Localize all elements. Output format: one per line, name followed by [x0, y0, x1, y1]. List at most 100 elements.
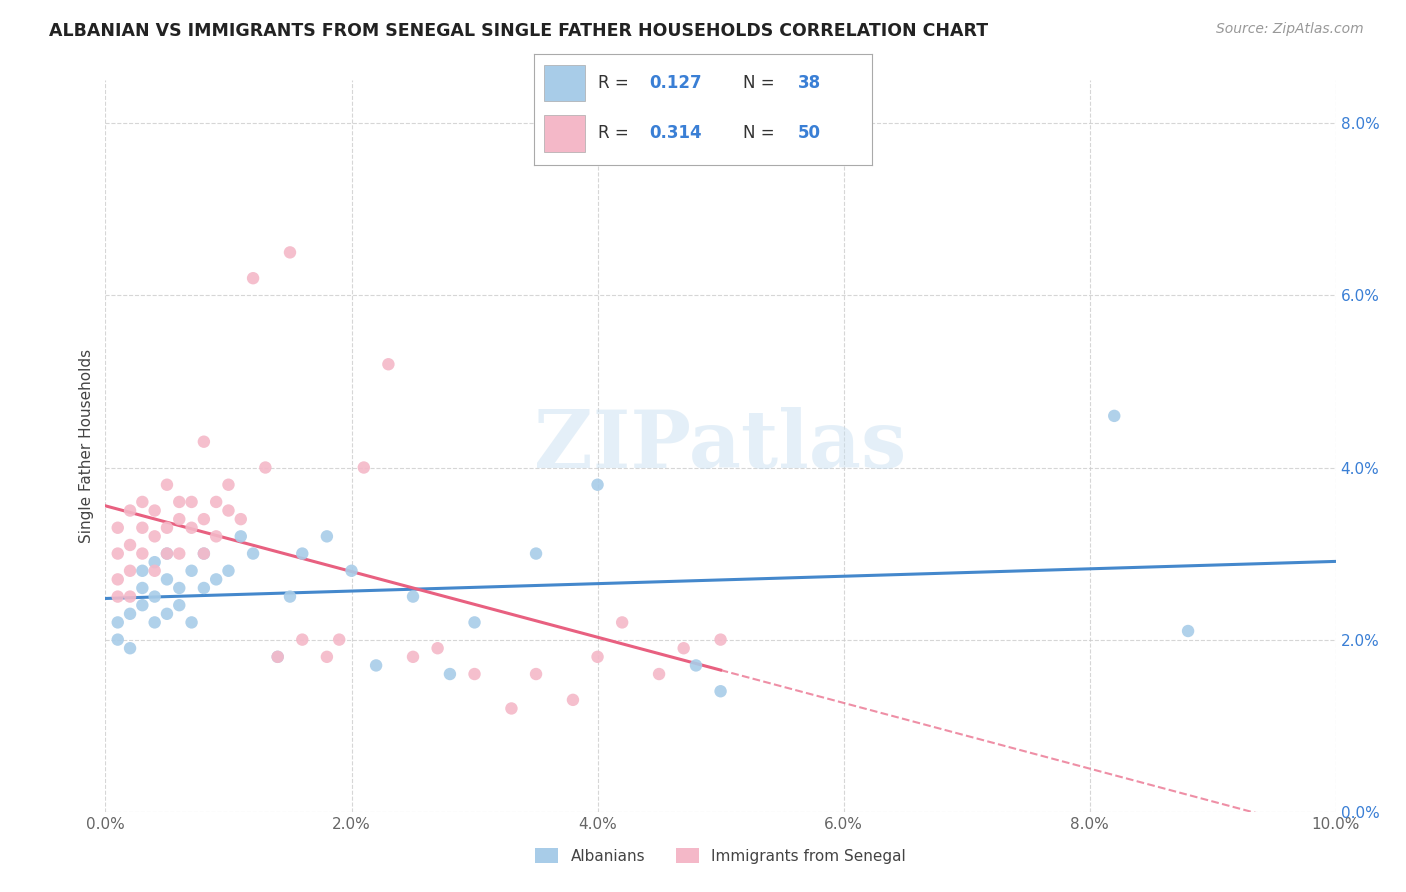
- Point: [107, 615, 129, 630]
- Point: [131, 495, 153, 509]
- Point: [156, 547, 179, 561]
- Point: [278, 245, 301, 260]
- Point: [315, 529, 337, 543]
- Point: [218, 564, 240, 578]
- Point: [218, 477, 240, 491]
- Point: [120, 538, 141, 552]
- Point: [180, 615, 202, 630]
- Bar: [544, 65, 585, 102]
- Point: [1177, 624, 1199, 638]
- Point: [229, 529, 252, 543]
- Point: [156, 607, 179, 621]
- Point: [156, 573, 179, 587]
- Point: [501, 701, 523, 715]
- Point: [107, 632, 129, 647]
- Point: [586, 649, 609, 664]
- Point: [353, 460, 375, 475]
- Text: R =: R =: [599, 74, 628, 92]
- Point: [242, 271, 264, 285]
- Text: ZIPatlas: ZIPatlas: [534, 407, 907, 485]
- Point: [205, 529, 228, 543]
- Point: [278, 590, 301, 604]
- Point: [156, 547, 179, 561]
- Point: [562, 693, 585, 707]
- Point: [524, 547, 547, 561]
- Point: [648, 667, 671, 681]
- Point: [366, 658, 388, 673]
- Point: [439, 667, 461, 681]
- Point: [120, 503, 141, 517]
- Y-axis label: Single Father Households: Single Father Households: [79, 349, 94, 543]
- Point: [218, 503, 240, 517]
- Point: [340, 564, 363, 578]
- Point: [291, 632, 314, 647]
- Point: [107, 521, 129, 535]
- Point: [315, 649, 337, 664]
- Point: [143, 564, 166, 578]
- Point: [143, 503, 166, 517]
- Point: [193, 434, 215, 449]
- Point: [193, 512, 215, 526]
- Point: [131, 521, 153, 535]
- Point: [156, 521, 179, 535]
- Bar: [544, 115, 585, 152]
- Text: 50: 50: [797, 124, 821, 142]
- Point: [612, 615, 634, 630]
- Point: [710, 632, 733, 647]
- Point: [254, 460, 277, 475]
- Point: [193, 547, 215, 561]
- Point: [402, 590, 425, 604]
- Legend: Albanians, Immigrants from Senegal: Albanians, Immigrants from Senegal: [530, 842, 911, 870]
- Point: [267, 649, 290, 664]
- Point: [107, 590, 129, 604]
- Point: [107, 547, 129, 561]
- Point: [672, 641, 695, 656]
- Point: [143, 529, 166, 543]
- Point: [169, 547, 191, 561]
- Point: [402, 649, 425, 664]
- Point: [205, 573, 228, 587]
- Point: [524, 667, 547, 681]
- Point: [131, 581, 153, 595]
- Text: N =: N =: [744, 74, 775, 92]
- Point: [131, 547, 153, 561]
- Point: [120, 564, 141, 578]
- Text: R =: R =: [599, 124, 628, 142]
- Point: [267, 649, 290, 664]
- Point: [107, 573, 129, 587]
- Point: [291, 547, 314, 561]
- Point: [143, 615, 166, 630]
- Point: [156, 477, 179, 491]
- Point: [685, 658, 707, 673]
- Point: [169, 598, 191, 612]
- Point: [193, 547, 215, 561]
- Point: [169, 581, 191, 595]
- Text: 38: 38: [797, 74, 821, 92]
- Point: [229, 512, 252, 526]
- Point: [180, 521, 202, 535]
- Point: [169, 512, 191, 526]
- Point: [1104, 409, 1126, 423]
- Text: N =: N =: [744, 124, 775, 142]
- Text: Source: ZipAtlas.com: Source: ZipAtlas.com: [1216, 22, 1364, 37]
- Point: [193, 581, 215, 595]
- Point: [710, 684, 733, 698]
- Point: [377, 357, 399, 371]
- Text: 0.127: 0.127: [650, 74, 702, 92]
- Point: [180, 564, 202, 578]
- Point: [131, 598, 153, 612]
- Point: [426, 641, 449, 656]
- Point: [143, 590, 166, 604]
- Point: [143, 555, 166, 569]
- Point: [328, 632, 350, 647]
- Point: [464, 615, 486, 630]
- Point: [242, 547, 264, 561]
- Text: 0.314: 0.314: [650, 124, 702, 142]
- Point: [586, 477, 609, 491]
- Point: [464, 667, 486, 681]
- Point: [120, 590, 141, 604]
- Point: [169, 495, 191, 509]
- Point: [120, 641, 141, 656]
- Point: [180, 495, 202, 509]
- Text: ALBANIAN VS IMMIGRANTS FROM SENEGAL SINGLE FATHER HOUSEHOLDS CORRELATION CHART: ALBANIAN VS IMMIGRANTS FROM SENEGAL SING…: [49, 22, 988, 40]
